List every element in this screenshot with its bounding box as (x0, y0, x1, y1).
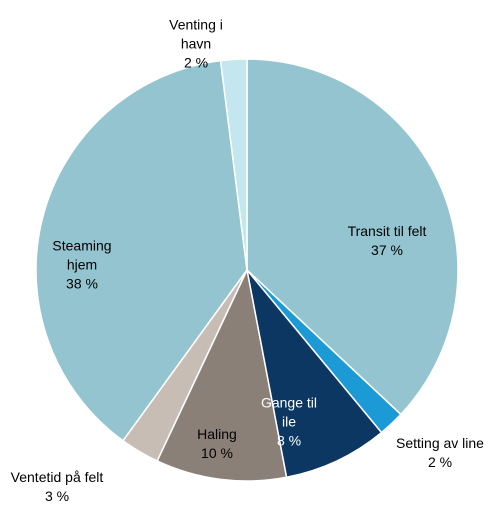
slice-label: Transit til felt 37 % (317, 222, 457, 260)
value-label: 8 % (276, 432, 302, 449)
slice-label: Steaming hjem 38 % (40, 237, 125, 294)
category-label: Gange til ile (260, 394, 318, 430)
slice-label: Ventetid på felt 3 % (2, 468, 112, 506)
category-label: Setting av line (396, 435, 484, 451)
value-label: 2 % (427, 454, 453, 470)
slice-label: Venting i havn 2 % (154, 16, 239, 73)
pie-slice (246, 58, 459, 416)
category-label: Haling (197, 426, 237, 442)
value-label: 2 % (183, 54, 209, 71)
pie-slice (156, 267, 288, 482)
category-label: Venting i havn (169, 16, 223, 52)
pie-slice (35, 59, 248, 442)
category-label: Ventetid på felt (10, 469, 104, 485)
pie-slice (246, 269, 383, 479)
slice-label: Haling 10 % (182, 425, 252, 463)
value-label: 37 % (371, 242, 403, 258)
value-label: 3 % (44, 488, 70, 504)
value-label: 38 % (66, 275, 98, 292)
pie-slice (219, 58, 248, 271)
category-label: Transit til felt (347, 223, 427, 239)
slice-label: Setting av line 2 % (375, 434, 500, 472)
value-label: 10 % (201, 445, 233, 461)
slice-label: Gange til ile 8 % (259, 394, 319, 451)
category-label: Steaming hjem (52, 237, 112, 273)
